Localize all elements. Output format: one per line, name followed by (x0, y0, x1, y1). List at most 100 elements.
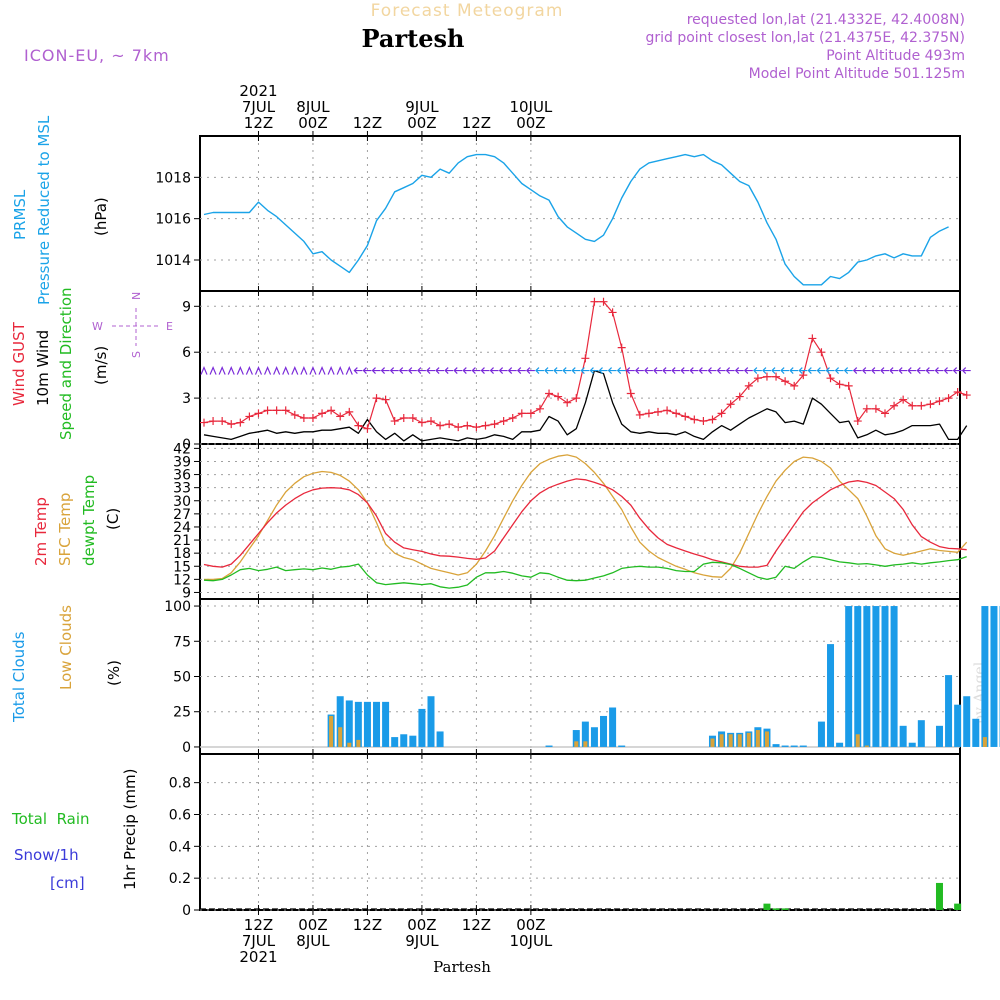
gust-marker (590, 297, 599, 306)
total-cloud-bar (981, 606, 989, 747)
gust-marker (608, 308, 617, 317)
wind-direction-arrow (771, 367, 781, 374)
wind-label-direction: Speed and Direction (57, 287, 75, 440)
info-line-1: requested lon,lat (21.4332E, 42.4008N) (687, 12, 965, 28)
gust-marker (327, 406, 336, 415)
gust-marker (853, 417, 862, 426)
low-cloud-bar (746, 732, 751, 747)
low-cloud-bar (583, 741, 588, 747)
bottom-time-label: 12Z (353, 916, 382, 934)
gust-marker (372, 394, 381, 403)
wind-direction-arrow (426, 367, 435, 374)
precip-label-rain: Total Rain (11, 810, 90, 828)
wind-direction-arrow (471, 367, 481, 374)
y-tick-label: 9 (182, 299, 191, 315)
total-cloud-bar (590, 727, 598, 747)
gust-marker (881, 409, 889, 418)
gust-marker (535, 404, 544, 413)
low-cloud-bar (855, 734, 860, 747)
gust-marker (944, 394, 953, 403)
gust-marker (254, 409, 263, 418)
wind-direction-arrow (571, 367, 581, 374)
gust-marker (363, 424, 372, 433)
gust-marker (826, 374, 835, 383)
bottom-time-label: 12Z (244, 916, 273, 934)
clouds-label-unit: (%) (105, 660, 123, 686)
gust-marker (617, 343, 626, 352)
pressure-label-prmsl: PRMSL (11, 189, 29, 240)
total-cloud-bar (817, 721, 825, 747)
total-cloud-bar (963, 696, 971, 747)
wind-direction-arrow (634, 367, 644, 374)
wind-direction-arrow (607, 367, 617, 374)
temp-label-unit: (C) (104, 508, 122, 530)
gust-marker (926, 400, 935, 409)
bottom-time-label: 00Z (516, 916, 545, 934)
info-line-2: grid point closest lon,lat (21.4375E, 42… (645, 30, 965, 46)
total-cloud-bar (545, 745, 553, 747)
gust-marker (209, 417, 218, 426)
gust-marker (744, 381, 753, 390)
y-tick-label: 39 (173, 454, 191, 470)
wind-direction-arrow (952, 367, 962, 374)
gust-marker (871, 404, 880, 413)
pressure-label-desc: Pressure Reduced to MSL (35, 115, 53, 305)
panel-clouds-group: 0 25 50 75 100 (164, 599, 1000, 756)
gust-marker (753, 374, 762, 383)
top-time-label: 12Z (244, 114, 273, 132)
pressure-panel-frame (199, 135, 961, 292)
gust-marker (390, 417, 399, 426)
rain-bar (763, 903, 771, 910)
wind-direction-arrow (327, 366, 335, 375)
precip-panel-frame (199, 753, 961, 911)
gust-marker (499, 417, 508, 426)
wind-direction-arrow (725, 367, 735, 374)
compass-north: N (130, 292, 143, 300)
total-cloud-bar (863, 606, 871, 747)
bottom-time-label: 10JUL (509, 932, 552, 950)
wind-direction-arrow (852, 367, 862, 374)
gust-marker (699, 417, 708, 426)
wind-label-unit: (m/s) (92, 346, 110, 385)
gust-marker (336, 412, 345, 421)
temp-label-dewpt: dewpt Temp (80, 475, 98, 566)
y-tick-label: 12 (173, 572, 191, 588)
pressure-label-unit: (hPa) (92, 197, 110, 236)
wind-direction-arrow (345, 366, 353, 375)
gust-marker (290, 410, 299, 419)
top-time-label: 12Z (353, 114, 382, 132)
wind-direction-arrow (407, 367, 417, 374)
wind-direction-arrow (707, 367, 717, 374)
gust-marker (263, 406, 272, 415)
wind-direction-arrow (580, 367, 590, 374)
gust-marker (318, 409, 327, 418)
rain-bar (935, 882, 943, 910)
total-cloud-bar (908, 742, 916, 747)
wind-direction-arrow (435, 367, 445, 374)
wind-direction-arrow (480, 367, 490, 374)
bottom-time-label: 12Z (462, 916, 491, 934)
bottom-time-label: 7JUL (242, 932, 276, 950)
gust-marker (690, 415, 699, 424)
info-line-4: Model Point Altitude 501.125m (749, 66, 965, 82)
y-tick-label: 3 (182, 391, 191, 407)
wind-direction-arrow (254, 366, 263, 375)
gust-marker (808, 334, 817, 343)
gust-marker (899, 395, 908, 404)
wind-direction-arrow (644, 367, 653, 374)
info-line-3: Point Altitude 493m (826, 48, 965, 64)
y-tick-label: 9 (182, 585, 191, 601)
wind-direction-arrow (843, 367, 853, 374)
total-cloud-bar (917, 720, 925, 747)
gust-marker (354, 421, 363, 430)
panel-wind-group: 0 3 6 9 (182, 291, 971, 453)
gust-marker (799, 371, 808, 380)
wind-direction-arrow (264, 366, 272, 375)
rain-bar (781, 908, 789, 910)
wind-direction-arrow (807, 367, 817, 374)
wind-direction-arrow (318, 366, 326, 375)
footer-station: Partesh (433, 958, 491, 976)
gust-marker (417, 418, 426, 427)
top-time-label: 8JUL (296, 98, 330, 116)
wind-direction-arrow (380, 367, 390, 374)
